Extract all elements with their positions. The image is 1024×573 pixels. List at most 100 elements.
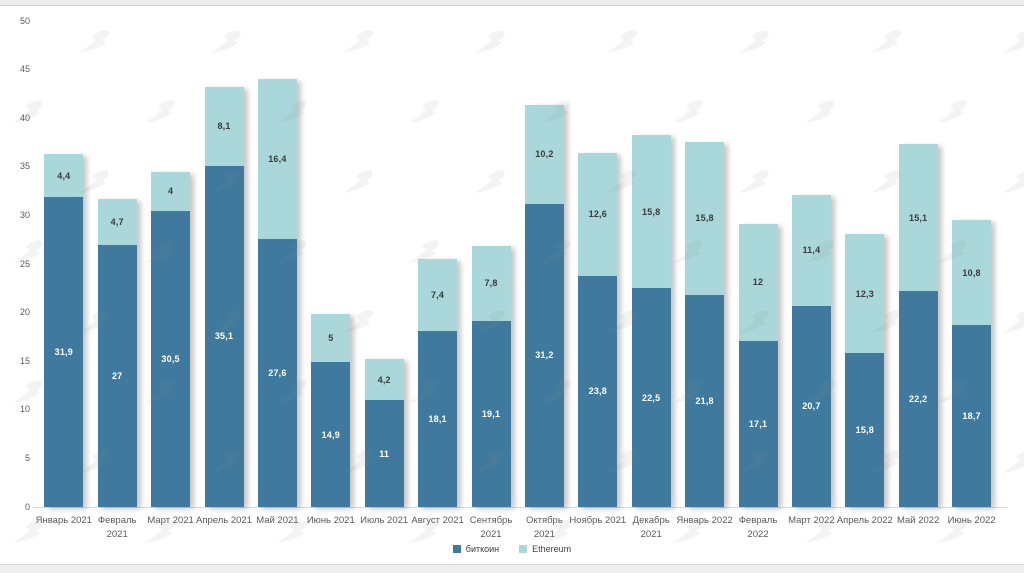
y-tick-label: 5 xyxy=(24,452,30,463)
bar-segment-ethereum: 12,6 xyxy=(578,153,618,276)
bar-segment-ethereum: 10,2 xyxy=(524,104,564,204)
bar-segment-ethereum: 7,4 xyxy=(418,259,458,332)
x-axis-label: Ноябрь 2021 xyxy=(569,515,627,526)
bar-6: 5 14,9 xyxy=(311,313,351,507)
x-axis-label: Июнь 2022 xyxy=(947,515,996,526)
window-chrome-bottom xyxy=(0,564,1024,573)
bar-value-label-ethereum: 7,4 xyxy=(431,290,445,301)
bar-value-label-ethereum: 4,2 xyxy=(377,374,391,385)
bar-value-label-bitcoin: 18,1 xyxy=(428,414,447,424)
bar-segment-ethereum: 10,8 xyxy=(952,220,992,326)
y-tick-label: 25 xyxy=(19,258,30,269)
bar-3: 4 30,5 xyxy=(151,171,191,507)
y-tick-label: 50 xyxy=(19,15,30,26)
y-tick-label: 15 xyxy=(19,355,30,366)
y-tick-label: 35 xyxy=(19,161,30,172)
bar-segment-bitcoin: 17,1 xyxy=(738,340,778,507)
bar-value-label-ethereum: 10,8 xyxy=(962,267,981,278)
x-axis-label: Декабрь 2021 xyxy=(632,515,670,540)
bar-segment-ethereum: 4,7 xyxy=(97,198,137,245)
legend-item-ethereum: Ethereum xyxy=(519,544,571,554)
bar-5: 16,4 27,6 xyxy=(257,79,297,507)
x-axis-label: Июнь 2021 xyxy=(306,515,355,526)
bar-16: 12,3 15,8 xyxy=(845,233,885,507)
bar-value-label-ethereum: 4,7 xyxy=(110,216,124,227)
bar-segment-bitcoin: 18,7 xyxy=(952,325,992,507)
y-tick-label: 0 xyxy=(24,501,30,512)
bar-11: 12,6 23,8 xyxy=(578,153,618,507)
x-axis-line xyxy=(33,507,1008,508)
bar-value-label-ethereum: 7,8 xyxy=(484,278,498,289)
bar-7: 4,2 11 xyxy=(364,359,404,507)
bar-segment-ethereum: 4,4 xyxy=(44,154,84,197)
bar-segment-bitcoin: 27,6 xyxy=(257,238,297,507)
chart-legend: биткоин Ethereum xyxy=(0,544,1024,554)
bar-segment-ethereum: 12 xyxy=(738,224,778,341)
bar-13: 15,8 21,8 xyxy=(685,141,725,507)
bar-4: 8,1 35,1 xyxy=(204,87,244,507)
bar-segment-ethereum: 4 xyxy=(151,171,191,211)
bar-10: 10,2 31,2 xyxy=(524,104,564,507)
bar-segment-bitcoin: 18,1 xyxy=(418,331,458,507)
bar-segment-bitcoin: 22,5 xyxy=(631,288,671,507)
bar-segment-ethereum: 15,8 xyxy=(685,141,725,296)
bar-segment-ethereum: 4,2 xyxy=(364,359,404,401)
bar-8: 7,4 18,1 xyxy=(418,259,458,507)
bar-value-label-bitcoin: 19,1 xyxy=(481,409,501,420)
x-axis-label: Апрель 2021 xyxy=(196,515,252,526)
bar-value-label-bitcoin: 14,9 xyxy=(321,429,340,440)
x-axis-label: Февраль 2021 xyxy=(97,515,137,540)
bar-value-label-ethereum: 11,4 xyxy=(802,245,821,256)
bar-18: 10,8 18,7 xyxy=(952,220,992,507)
bar-value-label-bitcoin: 35,1 xyxy=(214,331,234,342)
bar-value-label-ethereum: 16,4 xyxy=(268,154,287,165)
bar-value-label-bitcoin: 15,8 xyxy=(855,425,874,436)
bar-value-label-ethereum: 15,8 xyxy=(642,206,661,217)
bar-value-label-bitcoin: 17,1 xyxy=(748,418,768,429)
bar-value-label-bitcoin: 22,5 xyxy=(642,392,661,403)
window-chrome-top xyxy=(0,0,1024,6)
bar-value-label-bitcoin: 22,2 xyxy=(909,394,928,405)
bar-segment-bitcoin: 20,7 xyxy=(791,305,831,507)
bar-value-label-ethereum: 4,4 xyxy=(57,170,71,181)
bar-segment-ethereum: 5 xyxy=(311,313,351,363)
x-axis-label: Апрель 2022 xyxy=(836,515,893,526)
bar-segment-ethereum: 15,8 xyxy=(631,134,671,289)
bar-value-label-ethereum: 8,1 xyxy=(217,121,231,132)
bar-15: 11,4 20,7 xyxy=(791,194,831,507)
bar-14: 12 17,1 xyxy=(738,224,778,507)
x-axis-label: Февраль 2022 xyxy=(738,515,778,540)
bar-segment-ethereum: 16,4 xyxy=(257,79,297,239)
bar-value-label-ethereum: 15,1 xyxy=(909,212,928,223)
bar-value-label-ethereum: 4 xyxy=(167,186,174,197)
bar-value-label-bitcoin: 21,8 xyxy=(695,396,714,407)
bar-value-label-bitcoin: 30,5 xyxy=(161,353,180,364)
bar-value-label-bitcoin: 31,2 xyxy=(535,350,554,361)
bar-12: 15,8 22,5 xyxy=(631,134,671,507)
bar-value-label-ethereum: 12 xyxy=(752,277,764,288)
bar-value-label-bitcoin: 18,7 xyxy=(962,411,981,422)
bar-value-label-bitcoin: 11 xyxy=(379,448,390,459)
bar-segment-bitcoin: 31,9 xyxy=(44,196,84,507)
legend-label-ethereum: Ethereum xyxy=(532,544,572,554)
bar-17: 15,1 22,2 xyxy=(898,144,938,507)
bar-segment-bitcoin: 21,8 xyxy=(685,295,725,507)
y-tick-label: 45 xyxy=(19,64,30,75)
bar-value-label-bitcoin: 20,7 xyxy=(802,401,821,412)
bar-segment-bitcoin: 22,2 xyxy=(898,291,938,507)
bar-value-label-ethereum: 12,6 xyxy=(588,209,607,220)
bar-segment-ethereum: 7,8 xyxy=(471,245,511,322)
bar-segment-bitcoin: 27 xyxy=(97,244,137,507)
stacked-bar-chart: 0 5 10 15 20 25 30 35 40 45 50 4,4 31,9 Январь 2021 4… xyxy=(0,6,1024,564)
bar-value-label-ethereum: 5 xyxy=(328,332,334,343)
bar-value-label-ethereum: 10,2 xyxy=(535,149,554,160)
x-axis-label: Сентябрь 2021 xyxy=(469,515,513,540)
bar-segment-ethereum: 15,1 xyxy=(898,144,938,292)
bar-segment-bitcoin: 11 xyxy=(364,400,404,507)
legend-item-bitcoin: биткоин xyxy=(452,544,499,554)
bar-9: 7,8 19,1 xyxy=(471,245,511,507)
bar-segment-bitcoin: 23,8 xyxy=(578,275,618,507)
bar-segment-ethereum: 11,4 xyxy=(791,194,831,306)
bar-segment-bitcoin: 14,9 xyxy=(311,362,351,507)
bar-value-label-bitcoin: 27 xyxy=(111,370,123,381)
